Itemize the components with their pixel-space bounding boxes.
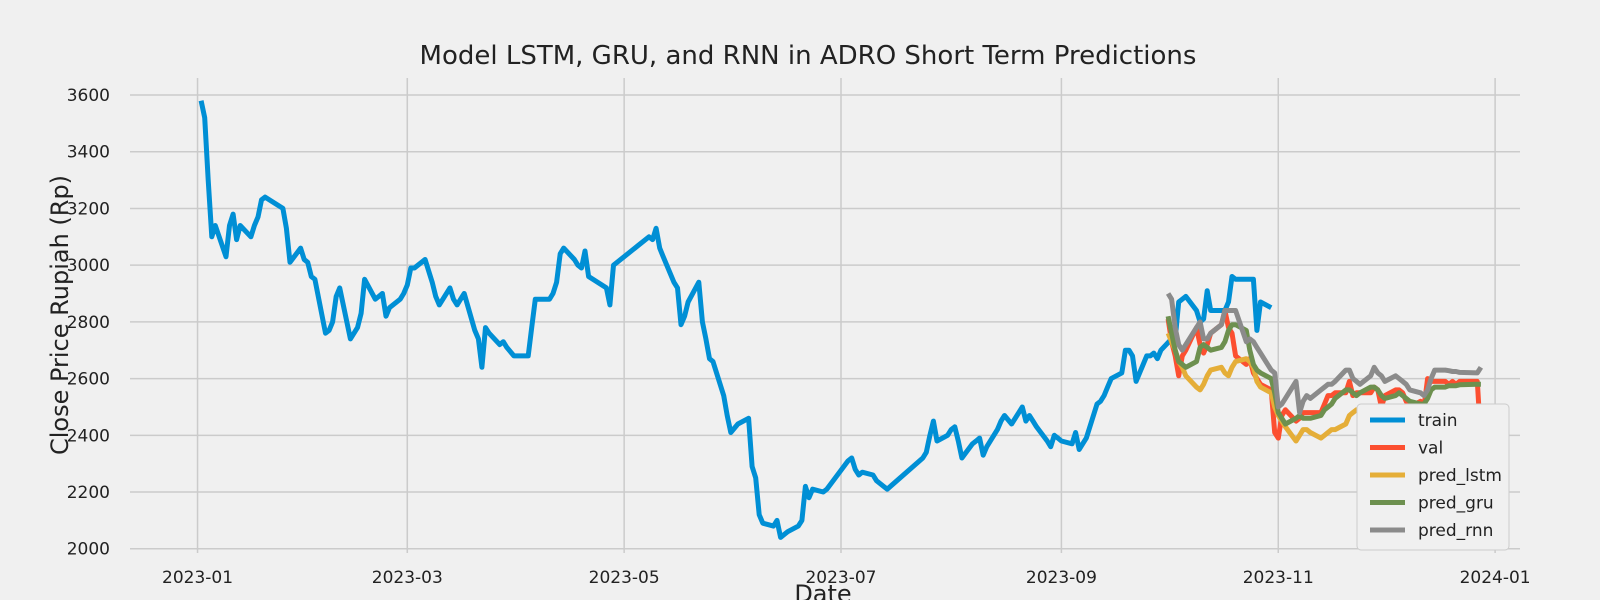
x-tick-label: 2023-07 [805, 568, 876, 588]
y-tick-label: 2600 [67, 370, 110, 390]
legend-label-pred-rnn: pred_rnn [1418, 521, 1493, 541]
y-tick-label: 2800 [67, 313, 110, 333]
x-tick-label: 2024-01 [1460, 568, 1531, 588]
x-tick-label: 2023-11 [1243, 568, 1314, 588]
x-tick-label: 2023-05 [589, 568, 660, 588]
y-tick-label: 2400 [67, 426, 110, 446]
legend-box [1356, 403, 1510, 551]
x-tick-label: 2023-01 [162, 568, 233, 588]
y-tick-label: 2000 [67, 540, 110, 560]
y-tick-label: 3600 [67, 86, 110, 106]
x-tick-labels: 2023-01 2023-03 2023-05 2023-07 2023-09 2023-… [162, 568, 1531, 588]
x-tick-label: 2023-09 [1026, 568, 1097, 588]
legend-label-val: val [1418, 439, 1443, 459]
series-line-pred-rnn [1165, 292, 1484, 416]
chart-title: Model LSTM, GRU, and RNN in ADRO Short T… [420, 41, 1197, 71]
x-tick-label: 2023-03 [372, 568, 443, 588]
y-tick-label: 3200 [67, 199, 110, 219]
y-axis-label: Close Price Rupiah (Rp) [46, 175, 74, 455]
y-tick-labels: 2000 2200 2400 2600 2800 3000 3200 3400 3600 [67, 86, 110, 560]
y-tick-label: 3000 [67, 256, 110, 276]
y-tick-label: 3400 [67, 143, 110, 163]
x-axis-label: Date [794, 580, 851, 600]
legend: train val pred_lstm pred_gru pred_rnn [1356, 403, 1510, 551]
legend-label-pred-gru: pred_gru [1418, 494, 1494, 514]
legend-label-pred-lstm: pred_lstm [1418, 466, 1502, 486]
y-tick-label: 2200 [67, 483, 110, 503]
series-line-train [198, 100, 1273, 540]
legend-label-train: train [1418, 411, 1458, 431]
